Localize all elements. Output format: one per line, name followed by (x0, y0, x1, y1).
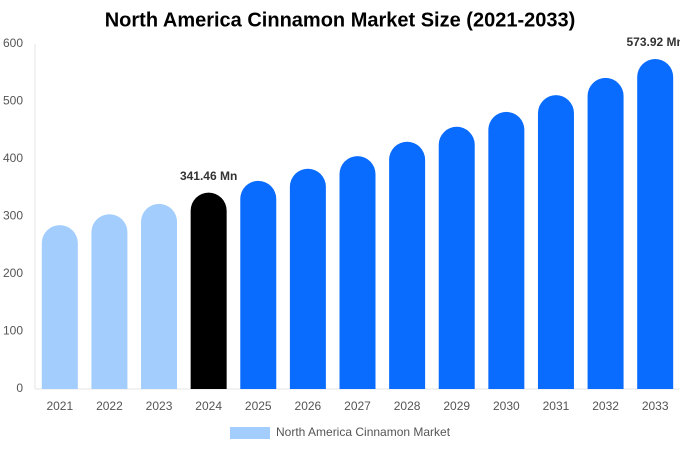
y-tick-label: 400 (3, 151, 23, 165)
bar (438, 126, 475, 389)
value-label: 573.92 Mn (627, 35, 680, 49)
bar (41, 225, 78, 389)
x-tick-label: 2024 (195, 399, 222, 413)
x-tick-label: 2026 (295, 399, 322, 413)
y-tick-label: 0 (16, 381, 23, 395)
y-tick-label: 500 (3, 94, 23, 108)
y-tick-label: 200 (3, 266, 23, 280)
y-tick-label: 300 (3, 209, 23, 223)
bar (637, 58, 674, 390)
bar (339, 156, 376, 389)
x-tick-label: 2021 (46, 399, 73, 413)
bar (289, 168, 326, 389)
bar (389, 141, 426, 389)
bar (190, 192, 227, 389)
x-tick-label: 2029 (443, 399, 470, 413)
legend-label: North America Cinnamon Market (276, 425, 451, 439)
bar (91, 214, 128, 389)
x-tick-label: 2027 (344, 399, 371, 413)
value-label: 341.46 Mn (180, 169, 237, 183)
x-tick-label: 2022 (96, 399, 123, 413)
x-tick-label: 2032 (592, 399, 619, 413)
x-tick-label: 2033 (642, 399, 669, 413)
x-tick-label: 2025 (245, 399, 272, 413)
legend-swatch (230, 427, 270, 439)
chart-title: North America Cinnamon Market Size (2021… (105, 9, 576, 31)
bar (537, 95, 574, 390)
y-tick-label: 600 (3, 36, 23, 50)
x-tick-label: 2028 (394, 399, 421, 413)
bar (141, 203, 178, 389)
bar (488, 111, 525, 389)
bar (587, 77, 624, 390)
x-tick-label: 2031 (543, 399, 570, 413)
y-tick-label: 100 (3, 324, 23, 338)
x-tick-label: 2030 (493, 399, 520, 413)
x-tick-label: 2023 (146, 399, 173, 413)
bar (240, 180, 277, 389)
